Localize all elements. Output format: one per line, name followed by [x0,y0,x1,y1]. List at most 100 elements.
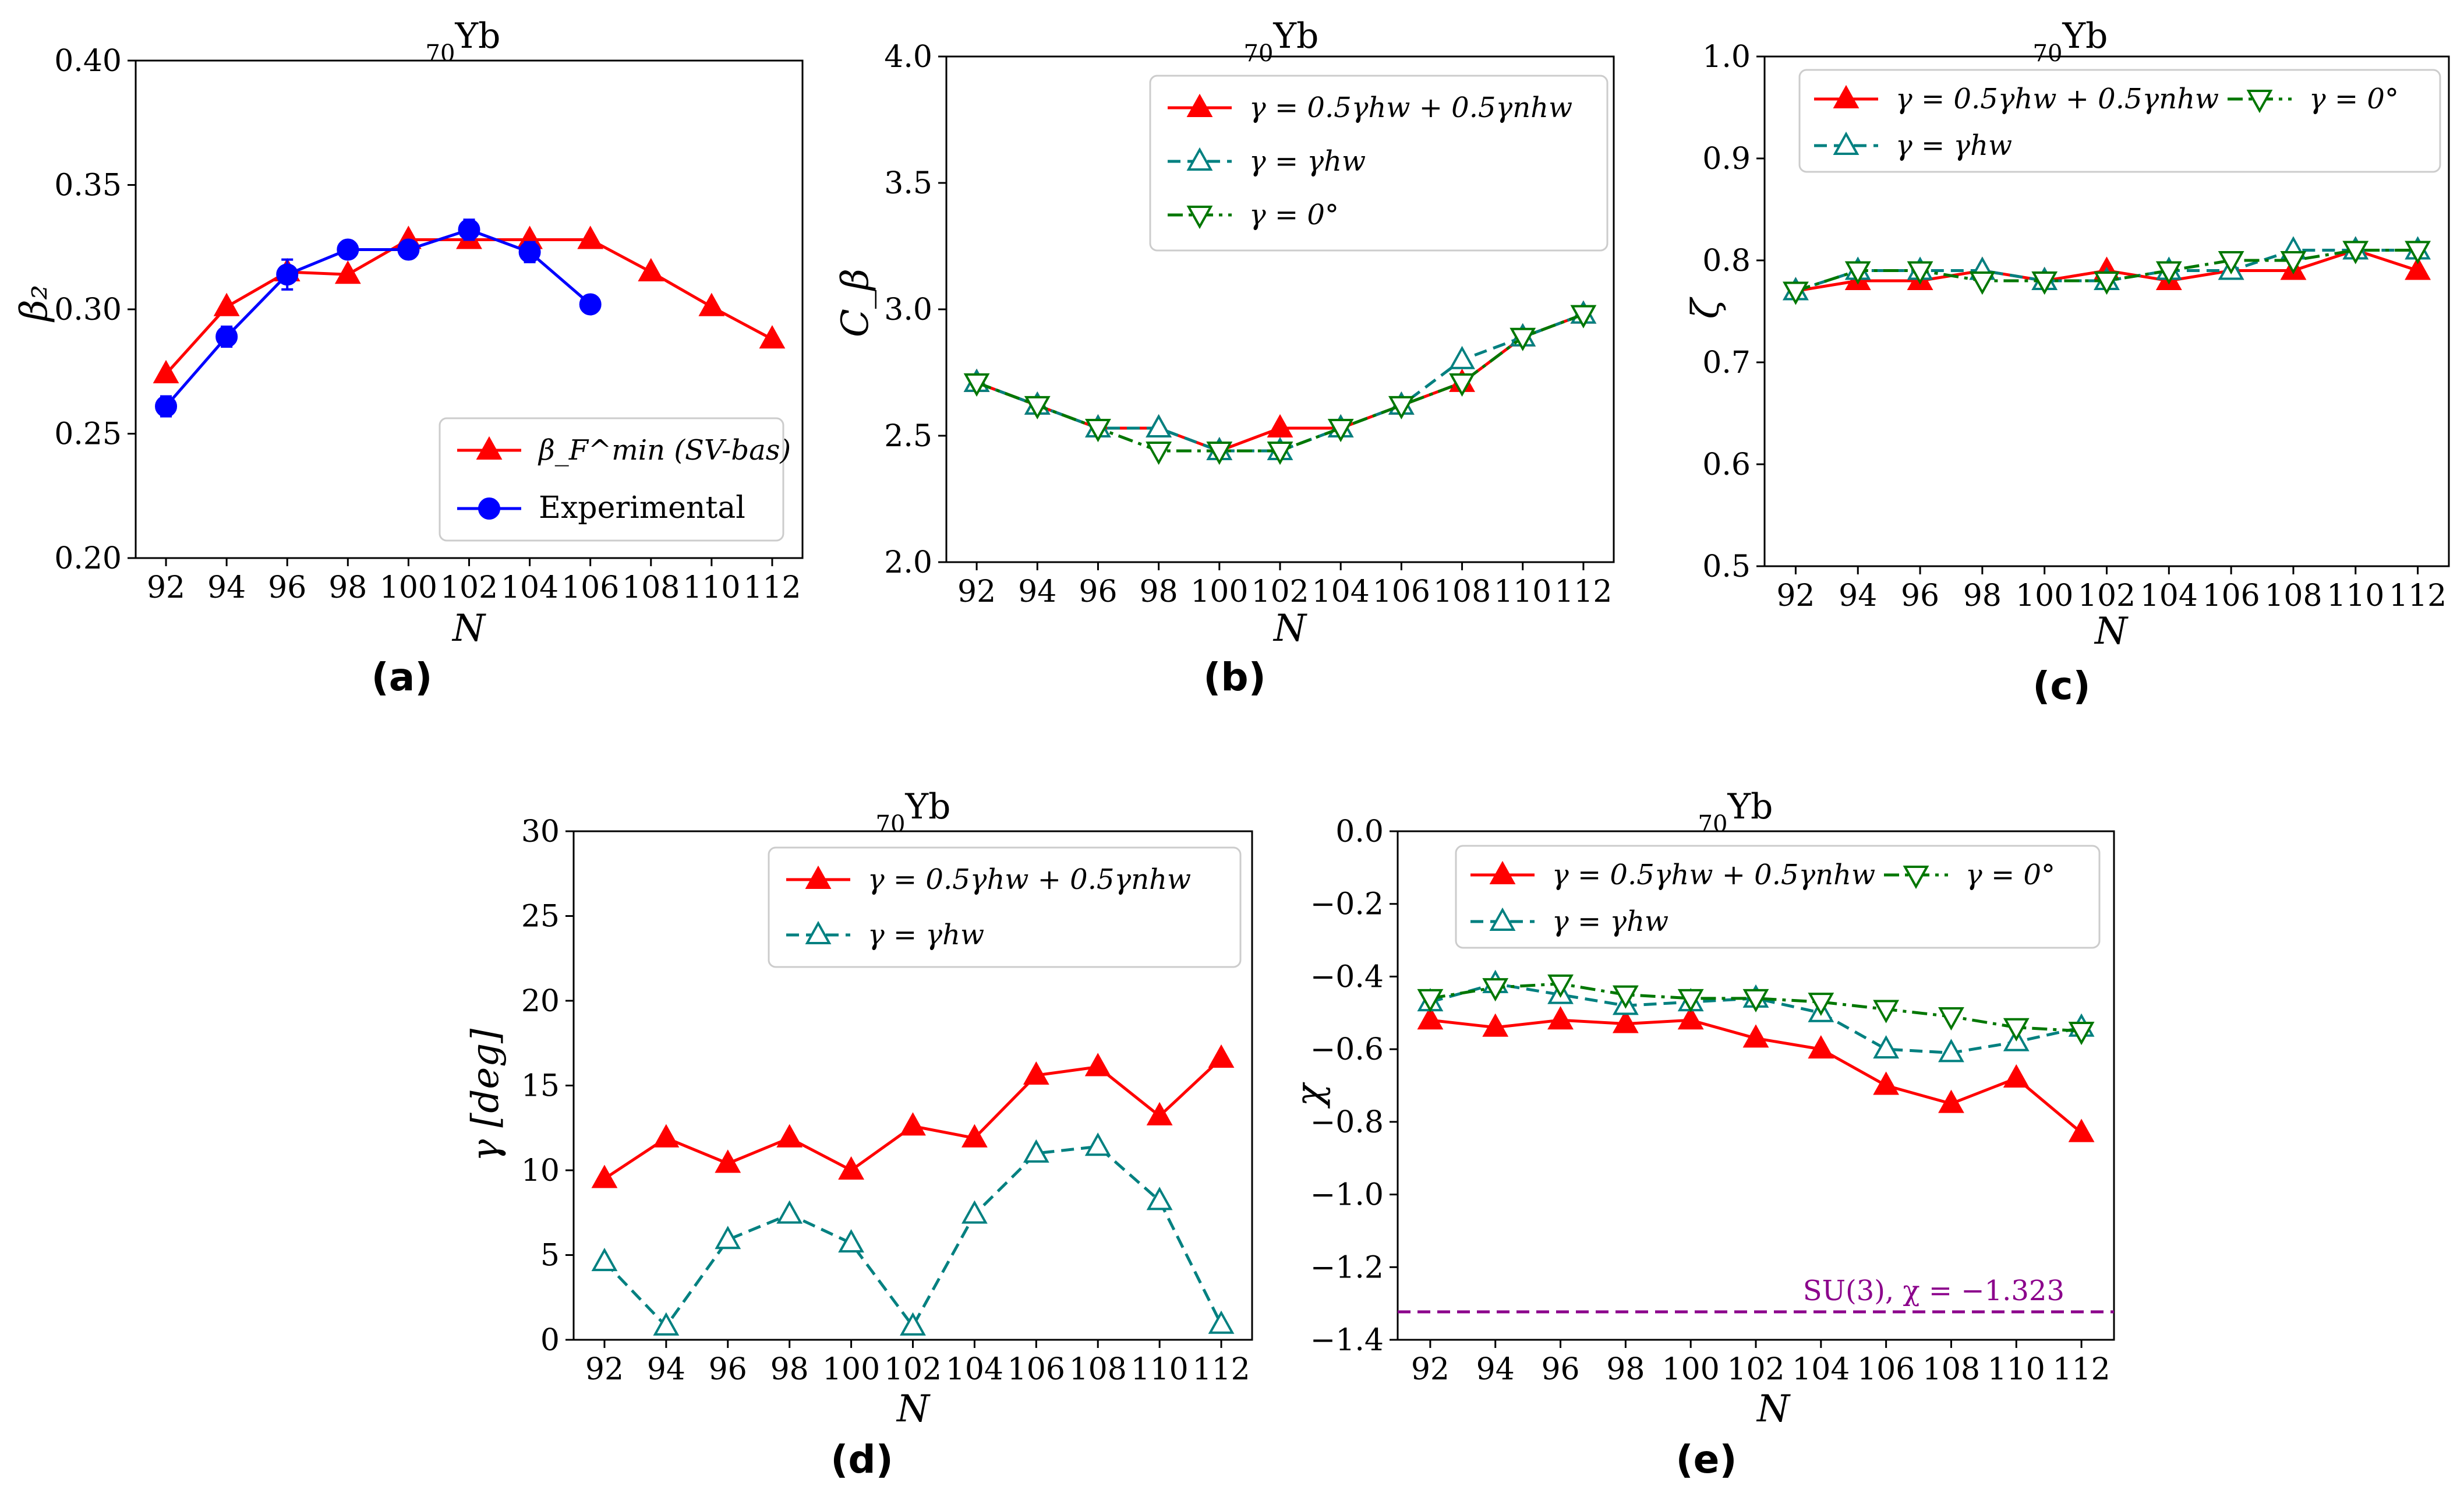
legend-entry: γ = 0.5γhw + 0.5γnhw [1168,91,1572,124]
panel-a-ylabel: β₂ [13,285,56,323]
y-tick-label: −0.8 [1310,1105,1384,1140]
x-tick-label: 98 [328,570,367,605]
data-point [1677,989,1704,1012]
y-tick-label: 0.25 [54,417,122,452]
data-point [759,325,786,349]
data-point [1084,1132,1111,1156]
x-tick-label: 102 [884,1352,942,1387]
panel-b-label: (b) [1203,655,1266,700]
data-point [1570,305,1597,329]
data-point [1208,1310,1235,1334]
x-tick-label: 106 [2203,578,2260,613]
data-point [458,218,480,241]
data-point [1084,1053,1111,1076]
series-line [1430,982,2082,1033]
legend-marker [1903,866,1929,890]
panel-e-ylabel: χ [1288,1082,1331,1109]
data-point [1742,989,1769,1012]
y-tick-label: 0 [540,1323,560,1358]
y-tick-label: 15 [521,1069,560,1104]
data-point [2280,251,2307,275]
data-point [334,260,361,284]
data-point [2068,1118,2095,1142]
series-2 [963,305,1597,465]
data-point [1146,1102,1173,1125]
x-tick-label: 112 [1554,574,1612,609]
y-tick-label: −1.2 [1310,1250,1384,1285]
data-point [1808,1035,1834,1059]
legend-marker [476,436,503,460]
x-tick-label: 96 [1541,1352,1579,1387]
data-point [1509,327,1536,351]
legend-label: γ = γhw [1249,145,1366,178]
y-tick-label: 30 [521,814,560,849]
series-0 [153,225,786,384]
legend-marker [478,497,500,520]
panel-b-ylabel: C_β [834,269,877,337]
x-tick-label: 100 [822,1352,880,1387]
x-tick-label: 110 [1131,1352,1189,1387]
x-tick-label: 100 [380,570,437,605]
x-tick-label: 94 [1839,578,1877,613]
x-tick-label: 112 [2389,578,2447,613]
legend-label: γ = γhw [868,919,984,951]
panel-d-title: 70Yb [876,786,951,838]
panel-c-label: (c) [2032,663,2090,708]
data-point [1742,1024,1769,1048]
legend-marker [805,865,832,889]
legend-entry: γ = γhw [1470,905,1668,938]
data-point [1482,978,1509,1002]
plot-d: 92 94 96 98 100 102 104 106 108 110 112 0 5 10 15 20 25 3… [521,814,1253,1387]
x-tick-label: 104 [501,570,558,605]
y-tick-label: 0.7 [1702,345,1751,380]
panel-b-xlabel: N [1272,607,1307,650]
x-tick-label: 96 [709,1352,747,1387]
data-point [577,225,604,249]
legend-b: γ = 0.5γhw + 0.5γnhw γ = γhw γ = 0° [1149,75,1609,252]
data-point [2094,271,2120,295]
data-point [2155,261,2182,285]
y-tick-label: 20 [521,984,560,1019]
data-point [900,1112,926,1136]
legend-label: γ = 0.5γhw + 0.5γnhw [1552,859,1875,891]
x-tick-label: 92 [957,574,996,609]
x-tick-label: 106 [1857,1352,1915,1387]
legend-label: Experimental [539,490,745,525]
data-point [1146,414,1172,437]
series-0 [1417,1006,2095,1142]
data-point [2068,1021,2095,1046]
data-point [1873,1035,1900,1059]
data-point [1024,396,1051,420]
data-point [1208,1044,1235,1068]
data-point [1327,418,1354,443]
y-tick-label: 1.0 [1702,40,1751,75]
legend-c: γ = 0.5γhw + 0.5γnhw γ = γhw γ = 0° [1798,69,2441,173]
x-tick-label: 94 [1476,1352,1515,1387]
legend-label: γ = 0.5γhw + 0.5γnhw [1896,83,2219,115]
x-tick-label: 102 [2078,578,2136,613]
x-tick-label: 112 [1192,1352,1250,1387]
panel-e: 70Yb N χ (e) [1288,786,1791,1482]
legend-marker [1833,84,1860,108]
data-point [2003,1064,2030,1088]
y-tick-label: −0.6 [1310,1032,1384,1067]
legend-e: γ = 0.5γhw + 0.5γnhw γ = γhw γ = 0° [1455,845,2101,949]
data-point [591,1164,618,1188]
x-tick-label: 102 [1727,1352,1784,1387]
legend-label: β_F^min (SV-bas) [538,434,791,467]
data-point [1938,1039,1964,1063]
x-tick-label: 110 [1494,574,1551,609]
data-point [1938,1089,1964,1113]
data-point [776,1200,803,1224]
legend-label: γ = 0.5γhw + 0.5γnhw [1249,91,1572,124]
x-tick-label: 108 [2264,578,2322,613]
data-point [838,1156,864,1180]
legend-box [439,417,784,542]
data-point [337,238,359,261]
data-point [900,1312,926,1336]
legend-entry: β_F^min (SV-bas) [457,434,791,467]
legend-marker [1186,147,1213,171]
x-tick-label: 102 [1251,574,1309,609]
panel-c: 70Yb N ζ (c) [1684,16,2129,708]
